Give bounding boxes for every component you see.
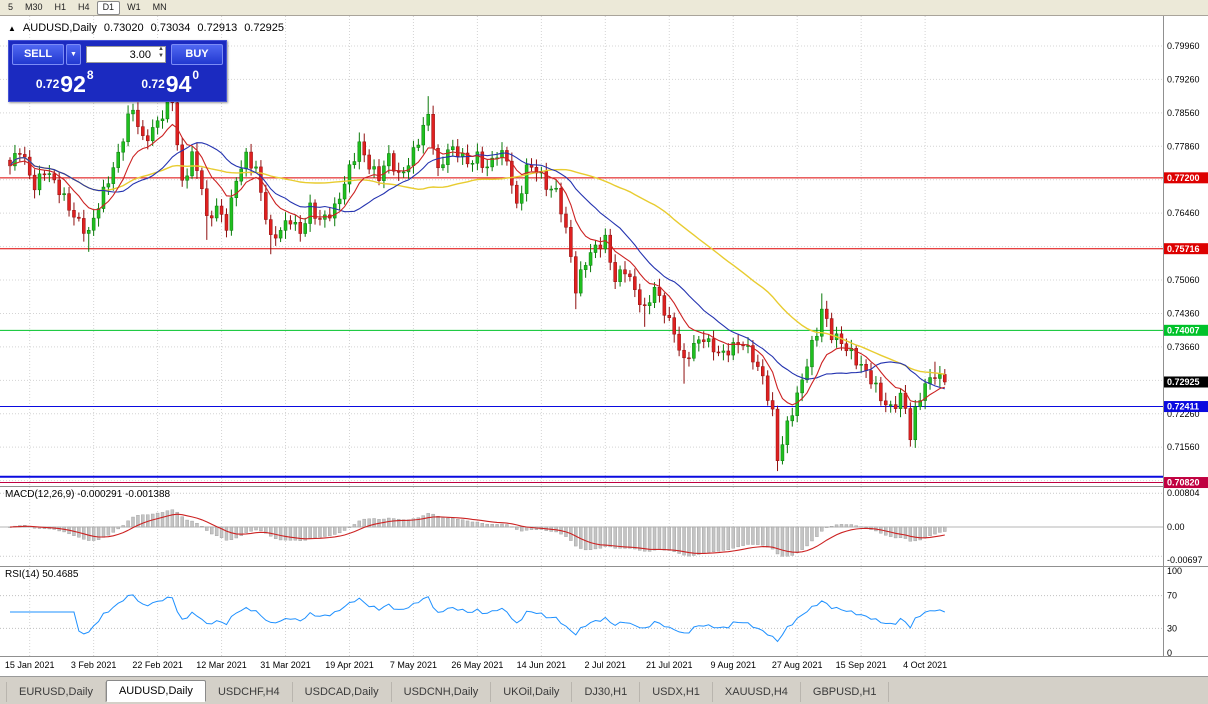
svg-text:0.70820: 0.70820 [1167,478,1200,488]
svg-text:0.77860: 0.77860 [1167,141,1200,151]
svg-text:0.72411: 0.72411 [1167,402,1199,412]
time-axis[interactable]: 15 Jan 2021 3 Feb 2021 22 Feb 2021 12 Mar 2… [5,660,947,670]
volume-input[interactable] [86,46,166,64]
chart-canvas[interactable]: 0.79960 0.79260 0.78560 0.77860 0.76460 0.750… [0,16,1208,676]
sell-price-sup: 8 [86,68,94,82]
chart-icon: ▲ [8,23,16,33]
sell-price-big: 92 [60,71,86,97]
svg-text:30: 30 [1167,623,1177,633]
svg-text:100: 100 [1167,566,1182,576]
panel-borders [0,16,1208,657]
svg-text:0.71560: 0.71560 [1167,442,1200,452]
svg-text:0: 0 [1167,648,1172,658]
svg-text:2 Jul 2021: 2 Jul 2021 [585,660,627,670]
buy-price-prefix: 0.72 [141,77,165,91]
svg-text:0.72925: 0.72925 [1167,377,1200,387]
svg-text:70: 70 [1167,591,1177,601]
timeframe-h4[interactable]: H4 [78,2,90,12]
rsi-indicator-label: RSI(14) 50.4685 [5,569,79,580]
macd-panel[interactable] [0,509,1163,557]
quote-symbol: AUDUSD,Daily [22,22,97,34]
svg-text:19 Apr 2021: 19 Apr 2021 [325,660,374,670]
candlestick-series[interactable] [8,92,947,472]
quote-open: 0.73020 [103,22,144,34]
volume-field-wrap: ▲ ▼ [86,45,166,64]
svg-text:15 Sep 2021: 15 Sep 2021 [836,660,887,670]
svg-text:4 Oct 2021: 4 Oct 2021 [903,660,947,670]
quote-close: 0.72925 [244,22,284,34]
quote-low: 0.72913 [197,22,238,34]
chart-window: 0.79960 0.79260 0.78560 0.77860 0.76460 0.750… [0,16,1208,676]
buy-button[interactable]: BUY [171,43,223,65]
svg-text:22 Feb 2021: 22 Feb 2021 [132,660,183,670]
svg-text:0.79260: 0.79260 [1167,74,1200,84]
svg-text:0.74007: 0.74007 [1167,326,1200,336]
svg-text:0.75716: 0.75716 [1167,244,1200,254]
timeframe-d1[interactable]: D1 [96,0,121,15]
svg-text:0.78560: 0.78560 [1167,108,1200,118]
timeframe-toolbar: 5 M30 H1 H4 D1 W1 MN [0,0,1208,16]
macd-indicator-label: MACD(12,26,9) -0.000291 -0.001388 [5,489,171,500]
price-axis[interactable]: 0.79960 0.79260 0.78560 0.77860 0.76460 0.750… [1167,41,1203,658]
svg-text:0.77200: 0.77200 [1167,173,1200,183]
tab-ukoil-daily[interactable]: UKOil,Daily [491,682,573,702]
sell-price-prefix: 0.72 [35,77,60,91]
chart-tabs-bar: EURUSD,Daily AUDUSD,Daily USDCHF,H4 USDC… [0,676,1208,704]
svg-text:26 May 2021: 26 May 2021 [451,660,503,670]
svg-text:0.75060: 0.75060 [1167,275,1200,285]
rsi-panel[interactable] [10,594,945,643]
svg-text:0.79960: 0.79960 [1167,41,1200,51]
svg-text:31 Mar 2021: 31 Mar 2021 [260,660,311,670]
svg-text:15 Jan 2021: 15 Jan 2021 [5,660,55,670]
svg-text:0.74360: 0.74360 [1167,308,1200,318]
tab-usdchf-h4[interactable]: USDCHF,H4 [206,682,293,702]
svg-text:-0.00697: -0.00697 [1167,555,1203,565]
tab-usdx-h1[interactable]: USDX,H1 [640,682,713,702]
one-click-trading-panel: SELL ▼ ▲ ▼ BUY 0.72 92 8 0.72 94 0 [8,40,227,102]
volume-up-icon[interactable]: ▲ [158,45,164,52]
svg-text:9 Aug 2021: 9 Aug 2021 [710,660,756,670]
sell-button[interactable]: SELL [12,43,64,65]
timeframe-m30[interactable]: M30 [25,2,43,12]
svg-text:0.00804: 0.00804 [1167,488,1200,498]
svg-text:0.72260: 0.72260 [1167,409,1200,419]
timeframe-mn[interactable]: MN [152,2,167,12]
svg-text:14 Jun 2021: 14 Jun 2021 [517,660,567,670]
svg-text:3 Feb 2021: 3 Feb 2021 [71,660,117,670]
tab-gbpusd-h1[interactable]: GBPUSD,H1 [801,682,890,702]
tab-xauusd-h4[interactable]: XAUUSD,H4 [713,682,801,702]
buy-price-sup: 0 [192,68,200,82]
tab-usdcad-daily[interactable]: USDCAD,Daily [293,682,392,702]
support-resistance-lines[interactable] [0,177,1163,484]
order-type-dropdown[interactable]: ▼ [66,43,81,65]
volume-stepper[interactable]: ▲ ▼ [158,46,164,60]
svg-text:21 Jul 2021: 21 Jul 2021 [646,660,693,670]
tab-usdcnh-daily[interactable]: USDCNH,Daily [392,682,492,702]
buy-price[interactable]: 0.72 94 0 [118,65,224,97]
tab-eurusd-daily[interactable]: EURUSD,Daily [6,682,106,702]
moving-averages [9,123,945,406]
svg-text:0.73660: 0.73660 [1167,342,1200,352]
quote-high: 0.73034 [150,22,191,34]
svg-text:0.00: 0.00 [1167,522,1185,532]
chart-grid [0,16,1163,656]
timeframe-w1[interactable]: W1 [127,2,141,12]
tab-dj30-h1[interactable]: DJ30,H1 [572,682,641,702]
timeframe-m5[interactable]: 5 [8,2,14,12]
timeframe-h1[interactable]: H1 [54,2,67,12]
svg-text:0.76460: 0.76460 [1167,208,1200,218]
tab-audusd-daily[interactable]: AUDUSD,Daily [105,680,206,702]
volume-down-icon[interactable]: ▼ [158,52,164,59]
quote-line: ▲ AUDUSD,Daily 0.73020 0.73034 0.72913 0… [8,22,284,34]
svg-text:7 May 2021: 7 May 2021 [390,660,437,670]
sell-price[interactable]: 0.72 92 8 [12,65,118,97]
svg-text:12 Mar 2021: 12 Mar 2021 [196,660,247,670]
price-tags: 0.77200 0.75716 0.74007 0.72411 0.70820 0.729… [1164,172,1208,489]
svg-text:27 Aug 2021: 27 Aug 2021 [772,660,823,670]
buy-price-big: 94 [165,71,192,97]
